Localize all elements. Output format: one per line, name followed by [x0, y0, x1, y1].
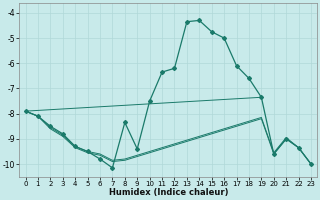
X-axis label: Humidex (Indice chaleur): Humidex (Indice chaleur) [108, 188, 228, 197]
